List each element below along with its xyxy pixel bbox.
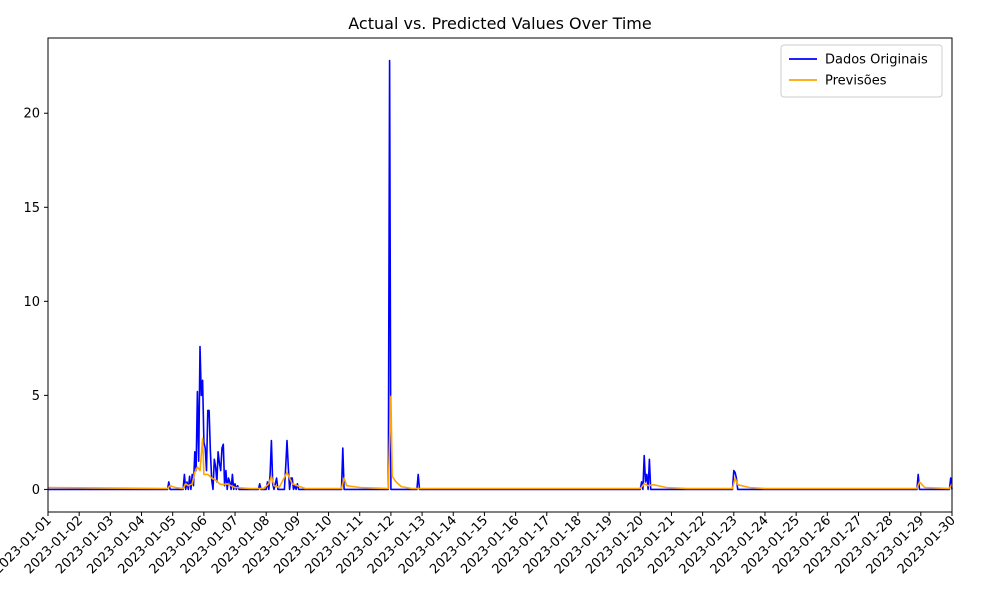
chart-title: Actual vs. Predicted Values Over Time	[348, 14, 651, 33]
y-tick-label: 20	[23, 107, 40, 122]
legend-label-2: Previsões	[825, 74, 887, 89]
axes-frame	[47, 37, 953, 513]
plot-area	[47, 59, 953, 491]
series-line-2	[47, 395, 953, 490]
x-axis: 2023-01-012023-01-022023-01-032023-01-04…	[0, 512, 959, 577]
legend: Dados Originais Previsões	[780, 44, 943, 98]
y-tick-label: 15	[23, 201, 40, 216]
y-tick-label: 5	[32, 389, 40, 404]
legend-box	[780, 44, 943, 98]
series-line-1	[48, 59, 953, 491]
legend-label-1: Dados Originais	[825, 53, 928, 68]
y-tick-label: 0	[32, 483, 40, 498]
y-tick-label: 10	[23, 295, 40, 310]
y-axis: 0 5 10 15 20	[23, 107, 48, 498]
